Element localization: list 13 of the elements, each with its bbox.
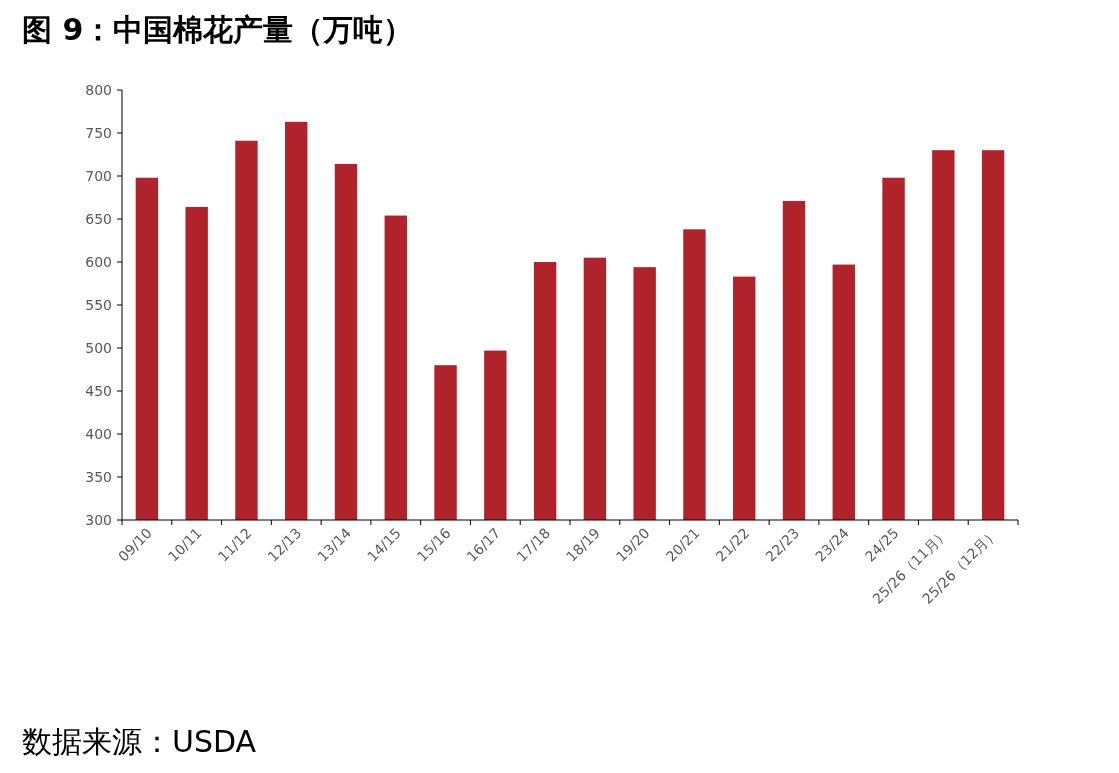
y-tick-label: 700 [85,168,112,184]
chart-title: 图 9：中国棉花产量（万吨） [22,12,414,47]
y-tick-label: 300 [85,512,112,528]
y-tick-label: 800 [85,82,112,98]
y-tick-label: 350 [85,469,112,485]
y-tick-label: 600 [85,254,112,270]
y-tick-label: 400 [85,426,112,442]
y-tick-label: 500 [85,340,112,356]
y-tick-label: 550 [85,297,112,313]
y-tick-label: 450 [85,383,112,399]
y-tick-label: 750 [85,125,112,141]
y-tick-label: 650 [85,211,112,227]
source-note: 数据来源：USDA [22,724,257,759]
